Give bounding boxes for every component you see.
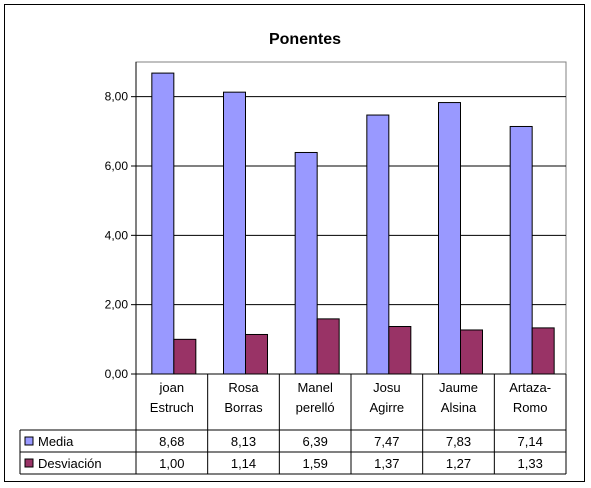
x-tick-label: Manel [297, 380, 333, 395]
x-tick-label: Borras [224, 400, 263, 415]
y-tick-label: 8,00 [105, 90, 129, 104]
y-tick-label: 2,00 [105, 298, 129, 312]
x-tick-label: Estruch [150, 400, 194, 415]
bar-media [366, 114, 390, 375]
data-label: 7,14 [518, 434, 543, 449]
x-tick-label: Agirre [369, 400, 404, 415]
data-label: 1,14 [231, 456, 256, 471]
legend-key-desviacion [24, 458, 34, 468]
y-tick-label: 6,00 [105, 159, 129, 173]
data-label: 6,39 [303, 434, 328, 449]
x-tick-label: perelló [296, 400, 335, 415]
x-tick-label: Artaza- [509, 380, 551, 395]
bar-desviacion [531, 327, 555, 375]
bar-desviacion [388, 326, 412, 375]
legend-key-media [24, 436, 34, 446]
data-label: 1,59 [303, 456, 328, 471]
bar-media [151, 72, 175, 375]
y-tick-label: 0,00 [105, 367, 129, 381]
x-tick-label: Jaume [439, 380, 478, 395]
bar-desviacion [460, 329, 483, 375]
bar-desviacion [173, 338, 197, 375]
chart-title: Ponentes [269, 31, 341, 48]
bar-media [509, 125, 533, 375]
data-label: 8,68 [159, 434, 184, 449]
bar-media [223, 91, 246, 375]
data-label: 1,00 [159, 456, 184, 471]
x-tick-label: Josu [373, 380, 400, 395]
x-tick-label: Rosa [228, 380, 259, 395]
data-label: 1,33 [518, 456, 543, 471]
bar-desviacion [245, 333, 268, 375]
legend-label-media: Media [38, 434, 74, 449]
legend-label-desviacion: Desviación [38, 456, 102, 471]
x-tick-label: Alsina [441, 400, 477, 415]
bar-media [438, 102, 461, 375]
plot-area [135, 61, 567, 375]
x-tick-label: joan [159, 380, 185, 395]
y-tick-label: 4,00 [105, 228, 129, 242]
data-label: 7,83 [446, 434, 471, 449]
bar-desviacion [316, 318, 340, 375]
chart-frame [4, 4, 585, 482]
data-label: 7,47 [374, 434, 399, 449]
data-label: 1,37 [374, 456, 399, 471]
data-label: 8,13 [231, 434, 256, 449]
bar-media [294, 151, 318, 375]
x-tick-label: Romo [513, 400, 548, 415]
data-label: 1,27 [446, 456, 471, 471]
